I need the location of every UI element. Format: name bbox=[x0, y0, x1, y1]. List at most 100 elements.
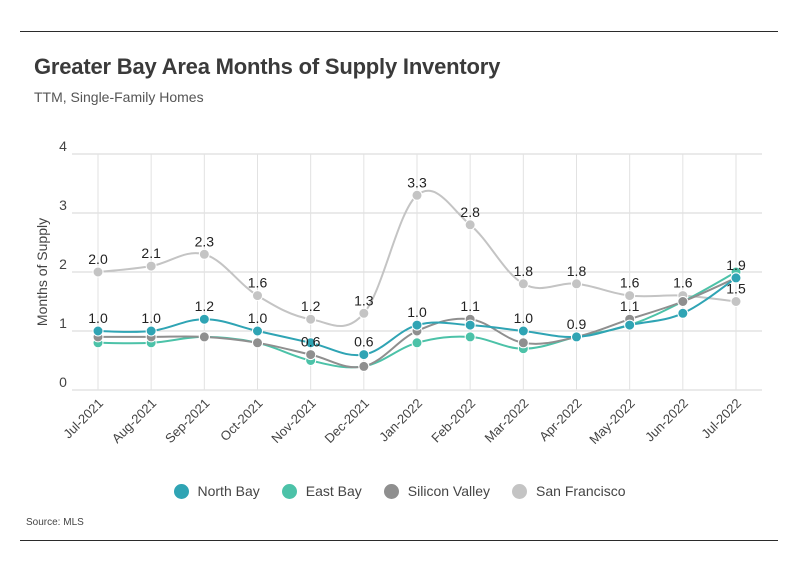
legend-label-san-francisco: San Francisco bbox=[536, 483, 626, 499]
data-label-north-bay-12: 1.9 bbox=[726, 257, 746, 273]
point-north-bay-1 bbox=[145, 325, 157, 337]
y-tick-label-4: 4 bbox=[59, 138, 67, 154]
data-label-san-francisco-0: 2.0 bbox=[88, 251, 108, 267]
data-label-san-francisco-10: 1.6 bbox=[620, 275, 640, 291]
legend-swatch-san-francisco bbox=[512, 483, 528, 499]
point-san-francisco-1 bbox=[145, 260, 157, 272]
grid-lines bbox=[72, 153, 762, 391]
legend-item-east-bay: East Bay bbox=[281, 483, 362, 499]
x-tick-label-1: Aug-2021 bbox=[109, 396, 159, 446]
data-label-north-bay-1: 1.0 bbox=[141, 310, 161, 326]
x-tick-label-0: Jul-2021 bbox=[60, 396, 106, 442]
data-label-san-francisco-3: 1.6 bbox=[248, 275, 268, 291]
data-label-san-francisco-9: 1.8 bbox=[567, 263, 587, 279]
point-north-bay-7 bbox=[464, 319, 476, 331]
chart-subtitle: TTM, Single-Family Homes bbox=[34, 89, 204, 105]
data-label-north-bay-0: 1.0 bbox=[88, 310, 108, 326]
legend-label-east-bay: East Bay bbox=[305, 483, 362, 499]
y-tick-label-1: 1 bbox=[59, 315, 67, 331]
data-label-silicon-valley-9: 0.9 bbox=[567, 316, 587, 332]
point-north-bay-0 bbox=[92, 325, 104, 337]
point-north-bay-3 bbox=[252, 325, 263, 337]
point-san-francisco-7 bbox=[464, 219, 476, 231]
point-san-francisco-9 bbox=[571, 278, 582, 290]
point-north-bay-2 bbox=[198, 313, 210, 325]
x-tick-label-8: Mar-2022 bbox=[482, 396, 532, 446]
point-silicon-valley-4 bbox=[305, 349, 317, 361]
data-labels: 1.0 1.0 1.2 1.0 0.6 1.0 1.0 1.9 0.6 1.1 0.9 1.1 2.0 2… bbox=[88, 174, 746, 349]
data-label-silicon-valley-10: 1.1 bbox=[620, 298, 640, 314]
y-tick-labels: 0 1 2 3 4 bbox=[59, 138, 67, 390]
data-label-silicon-valley-4: 0.6 bbox=[301, 334, 321, 350]
y-tick-label-2: 2 bbox=[59, 256, 67, 272]
data-label-north-bay-8: 1.0 bbox=[514, 310, 534, 326]
data-label-north-bay-2: 1.2 bbox=[195, 298, 215, 314]
data-label-san-francisco-11: 1.6 bbox=[673, 275, 693, 291]
legend-swatch-silicon-valley bbox=[383, 483, 399, 499]
x-tick-label-7: Feb-2022 bbox=[428, 396, 478, 446]
data-label-san-francisco-8: 1.8 bbox=[514, 263, 534, 279]
point-san-francisco-6 bbox=[411, 189, 423, 201]
x-tick-label-9: Apr-2022 bbox=[536, 396, 584, 444]
point-north-bay-5 bbox=[358, 349, 370, 361]
x-tick-label-6: Jan-2022 bbox=[376, 396, 425, 445]
point-east-bay-7 bbox=[464, 331, 476, 343]
legend-swatch-north-bay bbox=[173, 483, 189, 499]
point-east-bay-6 bbox=[411, 337, 423, 349]
data-label-san-francisco-5: 1.3 bbox=[354, 292, 374, 308]
x-tick-label-12: Jul-2022 bbox=[698, 396, 744, 442]
x-tick-label-10: May-2022 bbox=[586, 396, 637, 447]
legend-item-san-francisco: San Francisco bbox=[512, 483, 626, 499]
point-north-bay-10 bbox=[624, 319, 636, 331]
data-label-san-francisco-2: 2.3 bbox=[195, 233, 215, 249]
x-tick-label-11: Jun-2022 bbox=[642, 396, 691, 445]
x-tick-label-3: Oct-2021 bbox=[217, 396, 265, 444]
y-tick-label-3: 3 bbox=[59, 197, 67, 213]
point-san-francisco-12 bbox=[730, 296, 742, 307]
data-label-north-bay-6: 1.0 bbox=[407, 304, 427, 320]
point-north-bay-12 bbox=[730, 272, 742, 284]
x-tick-label-5: Dec-2021 bbox=[321, 396, 371, 446]
y-tick-label-0: 0 bbox=[59, 374, 67, 390]
point-north-bay-9 bbox=[571, 331, 582, 343]
x-tick-label-4: Nov-2021 bbox=[268, 396, 318, 446]
point-silicon-valley-5 bbox=[358, 360, 370, 372]
y-axis-label: Months of Supply bbox=[34, 218, 50, 326]
data-label-san-francisco-7: 2.8 bbox=[460, 204, 480, 220]
bottom-rule bbox=[20, 540, 778, 541]
legend-swatch-east-bay bbox=[281, 483, 297, 499]
point-san-francisco-4 bbox=[305, 313, 317, 325]
data-label-north-bay-5: 0.6 bbox=[354, 334, 374, 350]
data-label-san-francisco-6: 3.3 bbox=[407, 174, 427, 190]
point-north-bay-6 bbox=[411, 319, 423, 331]
point-san-francisco-5 bbox=[358, 307, 370, 319]
legend-item-north-bay: North Bay bbox=[173, 483, 260, 499]
x-tick-labels: Jul-2021 Aug-2021 Sep-2021 Oct-2021 Nov-2021… bbox=[60, 396, 744, 447]
x-tick-label-2: Sep-2021 bbox=[162, 396, 212, 446]
data-label-san-francisco-12: 1.5 bbox=[726, 281, 746, 297]
point-north-bay-11 bbox=[677, 307, 689, 319]
point-silicon-valley-2 bbox=[198, 331, 210, 343]
source-note: Source: MLS bbox=[26, 517, 84, 528]
data-label-silicon-valley-7: 1.1 bbox=[460, 298, 480, 314]
data-label-san-francisco-1: 2.1 bbox=[141, 245, 161, 261]
point-san-francisco-8 bbox=[517, 278, 529, 290]
point-silicon-valley-8 bbox=[517, 337, 529, 349]
top-rule bbox=[20, 31, 778, 32]
point-silicon-valley-11 bbox=[677, 296, 689, 307]
point-san-francisco-3 bbox=[252, 290, 263, 302]
series-points bbox=[92, 189, 742, 372]
legend-label-silicon-valley: Silicon Valley bbox=[407, 483, 491, 499]
legend: North Bay East Bay Silicon Valley San Franc… bbox=[0, 483, 799, 499]
data-label-north-bay-3: 1.0 bbox=[248, 310, 268, 326]
legend-item-silicon-valley: Silicon Valley bbox=[383, 483, 491, 499]
data-label-san-francisco-4: 1.2 bbox=[301, 298, 321, 314]
point-san-francisco-2 bbox=[198, 248, 210, 260]
point-north-bay-8 bbox=[517, 325, 529, 337]
point-north-bay-4 bbox=[305, 337, 317, 349]
legend-label-north-bay: North Bay bbox=[197, 483, 260, 499]
chart-title: Greater Bay Area Months of Supply Invent… bbox=[34, 54, 501, 79]
point-san-francisco-10 bbox=[624, 290, 636, 302]
point-san-francisco-0 bbox=[92, 266, 104, 278]
